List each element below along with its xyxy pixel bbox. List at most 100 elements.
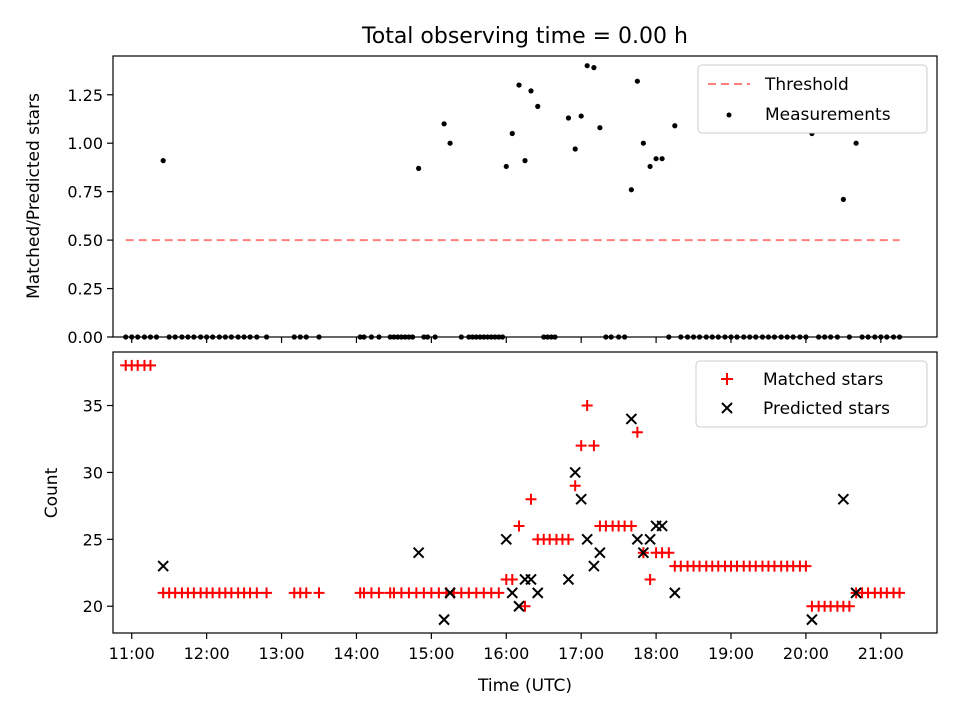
matched-star-point <box>562 533 574 545</box>
predicted-star-point <box>637 547 650 559</box>
legend-measurements-label: Measurements <box>765 105 891 125</box>
measurement-point <box>853 140 859 146</box>
bottom-ytick-label: 25 <box>83 530 103 549</box>
matched-star-point <box>644 573 656 585</box>
matched-star-point <box>800 560 812 572</box>
top-panel-legend: Threshold Measurements <box>697 64 928 134</box>
measurement-point <box>441 121 447 127</box>
matched-star-point <box>313 587 325 599</box>
measurement-point <box>578 113 584 119</box>
top-ytick-label: 0.25 <box>67 280 103 299</box>
legend-threshold-label: Threshold <box>764 75 849 95</box>
measurement-point <box>503 163 509 170</box>
measurement-point <box>672 123 678 129</box>
top-ytick-label: 0.50 <box>67 231 103 250</box>
bottom-panel-frame <box>112 351 938 634</box>
predicted-star-point <box>588 560 600 572</box>
legend-matched-marker <box>721 373 733 385</box>
measurement-point <box>509 130 515 137</box>
matched-star-point <box>581 400 593 412</box>
predicted-star-point <box>837 493 850 505</box>
top-ytick-label: 1.00 <box>67 134 103 153</box>
predicted-star-point <box>631 533 644 546</box>
top-ytick-label: 1.25 <box>67 86 103 105</box>
bottom-ytick-label: 35 <box>83 397 103 416</box>
measurement-point <box>572 146 578 152</box>
matched-star-point <box>575 440 587 452</box>
predicted-star-point <box>594 547 606 559</box>
measurement-point <box>522 158 528 164</box>
bottom-ytick-label: 20 <box>83 597 103 616</box>
predicted-star-point <box>525 573 537 586</box>
measurement-point <box>628 187 634 193</box>
legend-predicted-marker <box>721 402 733 414</box>
bottom-panel-xlabel: Time (UTC) <box>477 676 572 696</box>
legend-measurements-marker <box>726 112 732 118</box>
legend-matched-label: Matched stars <box>763 370 883 390</box>
measurement-point <box>647 163 653 170</box>
top-ytick-label: 0.75 <box>67 183 103 202</box>
predicted-star-point <box>513 600 525 612</box>
legend-predicted-label: Predicted stars <box>763 399 890 419</box>
matched-star-point <box>843 600 855 612</box>
top-panel: 0.00 0.25 0.50 0.75 1.00 1.25 Matched/Predict… <box>24 55 938 347</box>
predicted-star-point <box>438 613 450 626</box>
matched-star-point <box>251 587 263 599</box>
bottom-panel-ylabel: Count <box>42 467 62 518</box>
bottom-panel-ticks: 20 25 30 35 11:00 12:00 13:00 14:00 15:00 16:00 17… <box>83 397 904 663</box>
predicted-star-point <box>532 587 544 599</box>
predicted-star-point <box>581 533 593 546</box>
bottom-xtick-label: 12:00 <box>184 644 230 663</box>
matched-star-point <box>894 587 906 599</box>
bottom-panel: 20 25 30 35 11:00 12:00 13:00 14:00 15:00 16:00 17… <box>42 351 938 696</box>
bottom-xtick-label: 13:00 <box>258 644 304 663</box>
measurement-point <box>840 196 846 203</box>
bottom-panel-marks <box>120 359 906 626</box>
predicted-star-point <box>569 466 581 479</box>
predicted-star-point <box>669 587 681 599</box>
measurement-point <box>597 125 603 131</box>
measurement-point <box>591 65 597 71</box>
predicted-star-point <box>444 587 456 599</box>
predicted-star-point <box>656 520 668 532</box>
predicted-star-point <box>806 613 818 626</box>
bottom-xtick-label: 11:00 <box>109 644 155 663</box>
bottom-ytick-label: 30 <box>83 463 103 482</box>
top-panel-frame <box>112 55 938 338</box>
predicted-star-point <box>625 413 638 425</box>
bottom-xtick-label: 20:00 <box>783 644 829 663</box>
matched-star-point <box>506 573 518 585</box>
measurement-point <box>535 103 541 109</box>
predicted-star-point <box>850 587 862 599</box>
matched-star-point <box>663 547 675 559</box>
figure-title: Total observing time = 0.00 h <box>361 24 688 49</box>
measurement-point <box>634 78 640 84</box>
top-ytick-label: 0.00 <box>67 328 103 347</box>
bottom-panel-legend-box <box>695 360 928 428</box>
matched-star-point <box>631 426 643 438</box>
matched-star-point <box>493 587 505 599</box>
measurement-point <box>659 156 665 162</box>
matched-star-point <box>144 359 156 371</box>
matched-star-point <box>625 520 637 532</box>
measurement-point <box>640 140 646 146</box>
bottom-xtick-label: 15:00 <box>408 644 454 663</box>
predicted-star-point <box>157 560 169 572</box>
predicted-star-point <box>500 533 512 546</box>
top-panel-ticks: 0.00 0.25 0.50 0.75 1.00 1.25 <box>67 86 882 347</box>
matched-star-point <box>569 480 581 492</box>
predicted-star-point <box>644 533 656 546</box>
matched-star-point <box>373 587 385 599</box>
bottom-xtick-label: 17:00 <box>558 644 604 663</box>
bottom-xtick-label: 16:00 <box>483 644 529 663</box>
bottom-xtick-label: 19:00 <box>708 644 754 663</box>
bottom-panel-legend: Matched stars Predicted stars <box>695 360 928 428</box>
top-panel-legend-box <box>697 64 928 134</box>
matched-star-point <box>513 520 525 532</box>
matched-star-point <box>525 493 537 505</box>
bottom-xtick-label: 18:00 <box>633 644 679 663</box>
measurement-point <box>653 156 659 162</box>
matched-star-point <box>519 600 531 612</box>
bottom-xtick-label: 21:00 <box>858 644 904 663</box>
